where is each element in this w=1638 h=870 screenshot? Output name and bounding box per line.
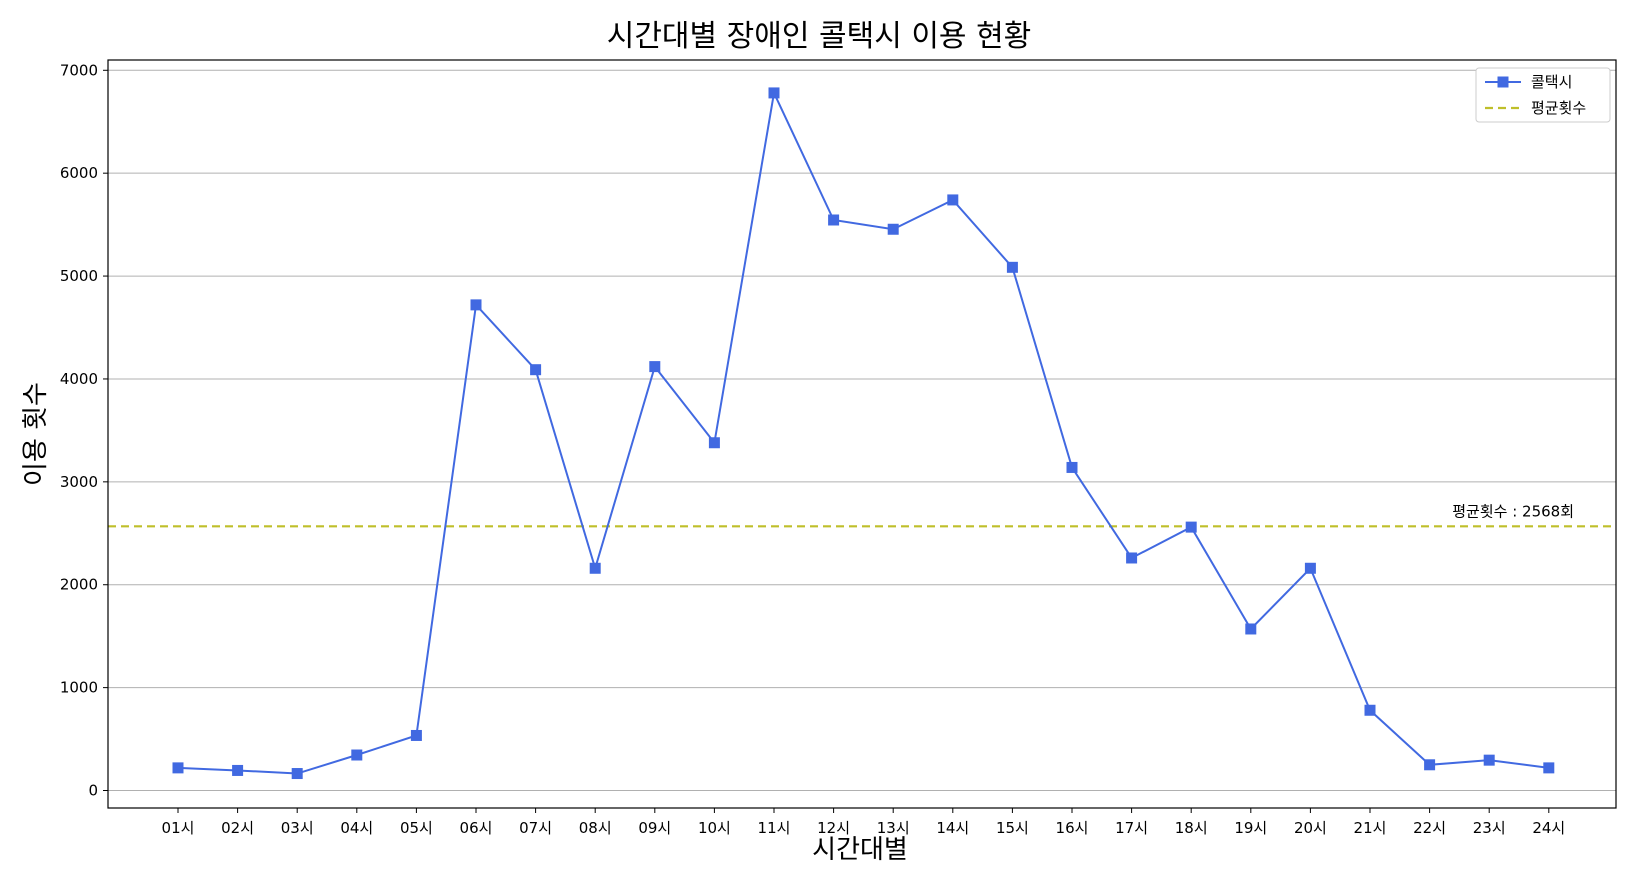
- data-point: [1364, 704, 1376, 716]
- x-axis-ticks: 01시 02시 03시 04시 05시 06시 07시 08시 09시 10시 11시 12시 13시 1…: [162, 808, 1565, 837]
- series-line: [177, 89, 1549, 775]
- legend-label: 콜택시: [1531, 73, 1572, 91]
- x-tick-label: 12시: [817, 819, 850, 837]
- plot-frame: [107, 59, 1617, 809]
- data-point: [708, 437, 720, 449]
- data-point: [1066, 461, 1078, 473]
- x-tick-label: 02시: [221, 819, 254, 837]
- x-tick-label: 10시: [698, 819, 731, 837]
- y-tick-label: 6000: [60, 164, 98, 182]
- data-point: [232, 764, 244, 776]
- data-point: [828, 214, 840, 226]
- y-tick-label: 0: [88, 782, 98, 800]
- data-point: [1185, 521, 1197, 533]
- x-tick-label: 13시: [877, 819, 910, 837]
- chart-title: 시간대별 장애인 콜택시 이용 현황: [607, 19, 1032, 54]
- x-tick-label: 18시: [1175, 819, 1208, 837]
- x-tick-label: 15시: [996, 819, 1029, 837]
- x-tick-label: 09시: [638, 819, 671, 837]
- y-axis-ticks: 0 1000 2000 3000 4000 5000 6000 7000: [60, 61, 108, 800]
- data-point: [947, 194, 959, 206]
- data-point: [291, 768, 303, 780]
- data-point: [1543, 762, 1555, 774]
- legend-marker: [1497, 76, 1509, 88]
- y-axis-label: 이용 횟수: [21, 382, 51, 486]
- y-tick-label: 3000: [60, 473, 98, 491]
- x-tick-label: 03시: [281, 819, 314, 837]
- x-tick-label: 17시: [1115, 819, 1148, 837]
- series-group: [172, 87, 1555, 780]
- x-tick-label: 16시: [1056, 819, 1089, 837]
- x-tick-label: 04시: [340, 819, 373, 837]
- data-point: [1245, 623, 1257, 635]
- y-tick-label: 2000: [60, 576, 98, 594]
- data-point: [589, 562, 601, 574]
- x-tick-label: 22시: [1413, 819, 1446, 837]
- x-tick-label: 07시: [519, 819, 552, 837]
- x-tick-label: 01시: [162, 819, 195, 837]
- x-tick-label: 21시: [1354, 819, 1387, 837]
- y-tick-label: 1000: [60, 679, 98, 697]
- data-point: [887, 223, 899, 235]
- x-tick-label: 20시: [1294, 819, 1327, 837]
- data-point: [410, 729, 422, 741]
- data-point: [1424, 759, 1436, 771]
- y-tick-label: 5000: [60, 267, 98, 285]
- data-point: [1483, 754, 1495, 766]
- x-tick-label: 06시: [460, 819, 493, 837]
- x-axis-label: 시간대별: [812, 835, 908, 865]
- grid: [108, 69, 1616, 792]
- data-point: [1006, 261, 1018, 273]
- x-tick-label: 11시: [758, 819, 791, 837]
- x-tick-label: 24시: [1532, 819, 1565, 837]
- data-point: [1304, 562, 1316, 574]
- x-tick-label: 19시: [1234, 819, 1267, 837]
- data-point: [1126, 552, 1138, 564]
- data-point: [649, 361, 661, 373]
- x-tick-label: 05시: [400, 819, 433, 837]
- data-point: [172, 762, 184, 774]
- data-point: [768, 87, 780, 99]
- x-tick-label: 08시: [579, 819, 612, 837]
- data-point: [351, 749, 363, 761]
- data-point: [530, 364, 542, 376]
- legend-label: 평균횟수: [1531, 99, 1586, 117]
- reference-line-group: 평균횟수 : 2568회: [108, 502, 1616, 528]
- x-tick-label: 14시: [936, 819, 969, 837]
- y-tick-label: 7000: [60, 61, 98, 79]
- data-point: [470, 299, 482, 311]
- average-annotation: 평균횟수 : 2568회: [1452, 502, 1574, 520]
- y-tick-label: 4000: [60, 370, 98, 388]
- x-tick-label: 23시: [1473, 819, 1506, 837]
